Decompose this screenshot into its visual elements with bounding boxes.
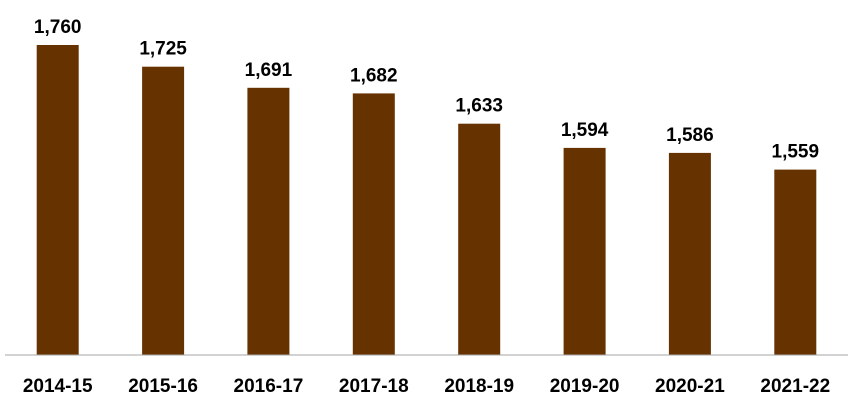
bar-2016-17	[247, 87, 290, 356]
x-tick-label-2020-21: 2020-21	[655, 376, 725, 397]
bar-2018-19	[458, 123, 501, 355]
x-tick-label-2019-20: 2019-20	[550, 376, 620, 397]
bar-2019-20	[563, 147, 606, 355]
x-tick-label-2016-17: 2016-17	[234, 376, 304, 397]
x-tick-label-2017-18: 2017-18	[339, 376, 409, 397]
data-label-2017-18: 1,682	[350, 65, 398, 86]
data-label-2014-15: 1,760	[34, 17, 82, 38]
x-tick-label-2021-22: 2021-22	[760, 376, 830, 397]
data-label-2019-20: 1,594	[561, 120, 609, 141]
data-label-2020-21: 1,586	[666, 125, 714, 146]
data-label-2015-16: 1,725	[139, 39, 187, 60]
x-tick-label-2015-16: 2015-16	[128, 376, 198, 397]
data-labels-layer: 1,760 1,725 1,691 1,682 1,633 1,594 1,586 1,559	[34, 17, 819, 163]
x-tick-labels-layer: 2014-15 2015-16 2016-17 2017-18 2018-19 2019-…	[23, 376, 830, 397]
bar-2014-15	[36, 45, 79, 355]
data-label-2021-22: 1,559	[772, 142, 820, 163]
bar-2015-16	[142, 66, 185, 355]
x-tick-label-2018-19: 2018-19	[444, 376, 514, 397]
data-label-2016-17: 1,691	[245, 60, 293, 81]
bar-2021-22	[774, 169, 817, 355]
x-tick-label-2014-15: 2014-15	[23, 376, 93, 397]
bars-layer	[36, 45, 817, 356]
data-label-2018-19: 1,633	[455, 96, 503, 117]
bar-2017-18	[352, 93, 395, 356]
bar-2020-21	[668, 152, 711, 355]
